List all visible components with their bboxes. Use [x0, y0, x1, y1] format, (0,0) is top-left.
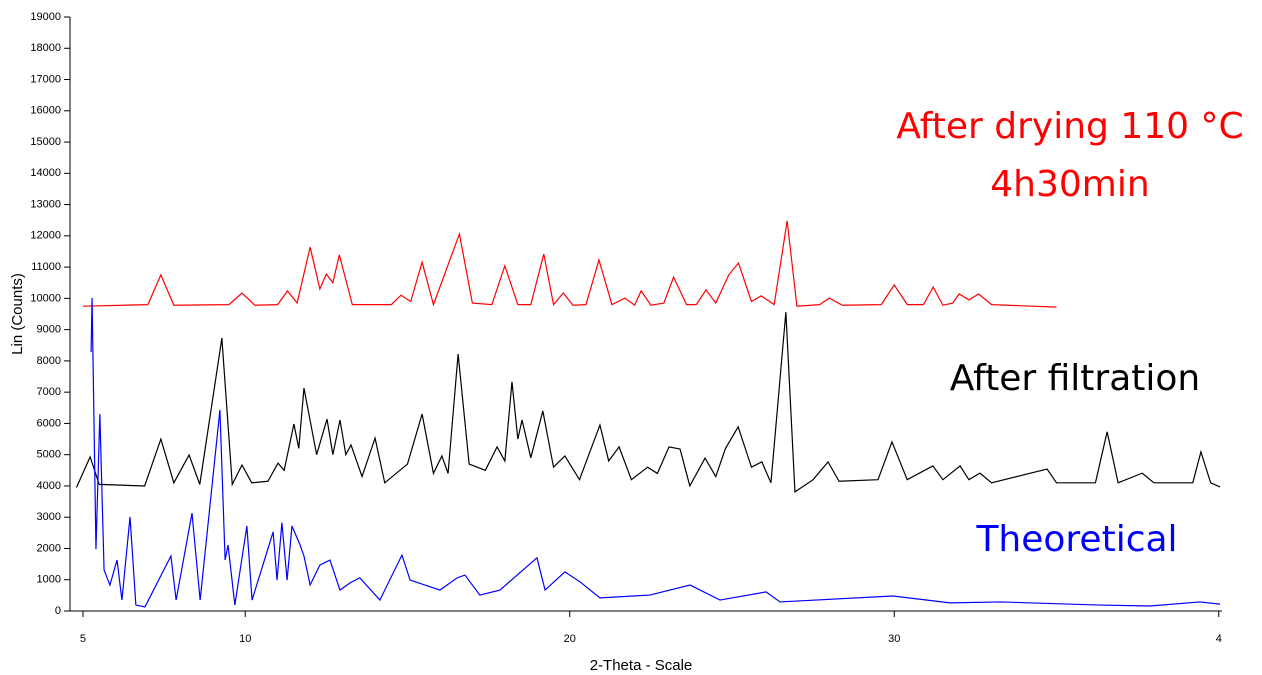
y-axis-title: Lin (Counts) [9, 273, 26, 355]
y-tick-label: 2000 [37, 542, 61, 554]
x-tick-label: 5 [80, 633, 86, 645]
y-tick-label: 17000 [30, 73, 61, 85]
annotation: 4h30min [990, 164, 1149, 205]
y-tick-label: 3000 [37, 511, 61, 523]
annotation: Theoretical [975, 519, 1177, 560]
x-tick-label: 20 [564, 633, 576, 645]
y-tick-label: 14000 [30, 167, 61, 179]
annotation: After drying 110 °C [896, 106, 1243, 147]
x-tick-label: 30 [888, 633, 900, 645]
series-line [90, 298, 1221, 608]
y-tick-label: 5000 [37, 449, 61, 461]
y-tick-label: 16000 [30, 105, 61, 117]
y-tick-label: 13000 [30, 198, 61, 210]
x-tick-label: 10 [239, 633, 251, 645]
y-tick-label: 0 [55, 605, 61, 617]
y-tick-label: 8000 [37, 355, 61, 367]
y-tick-label: 19000 [30, 11, 61, 23]
y-tick-label: 6000 [37, 417, 61, 429]
series-line [82, 220, 1057, 308]
y-tick-label: 12000 [30, 230, 61, 242]
series-line [75, 312, 1221, 493]
y-tick-label: 7000 [37, 386, 61, 398]
y-tick-label: 11000 [31, 261, 61, 273]
y-tick-label: 18000 [30, 42, 61, 54]
y-tick-label: 4000 [37, 480, 61, 492]
annotation: After filtration [950, 358, 1201, 399]
y-tick-label: 9000 [37, 324, 61, 336]
y-tick-label: 15000 [30, 136, 61, 148]
y-tick-label: 1000 [37, 574, 61, 586]
x-axis-title: 2-Theta - Scale [590, 657, 693, 674]
x-tick-label: 4 [1216, 633, 1222, 645]
y-tick-label: 10000 [30, 292, 61, 304]
